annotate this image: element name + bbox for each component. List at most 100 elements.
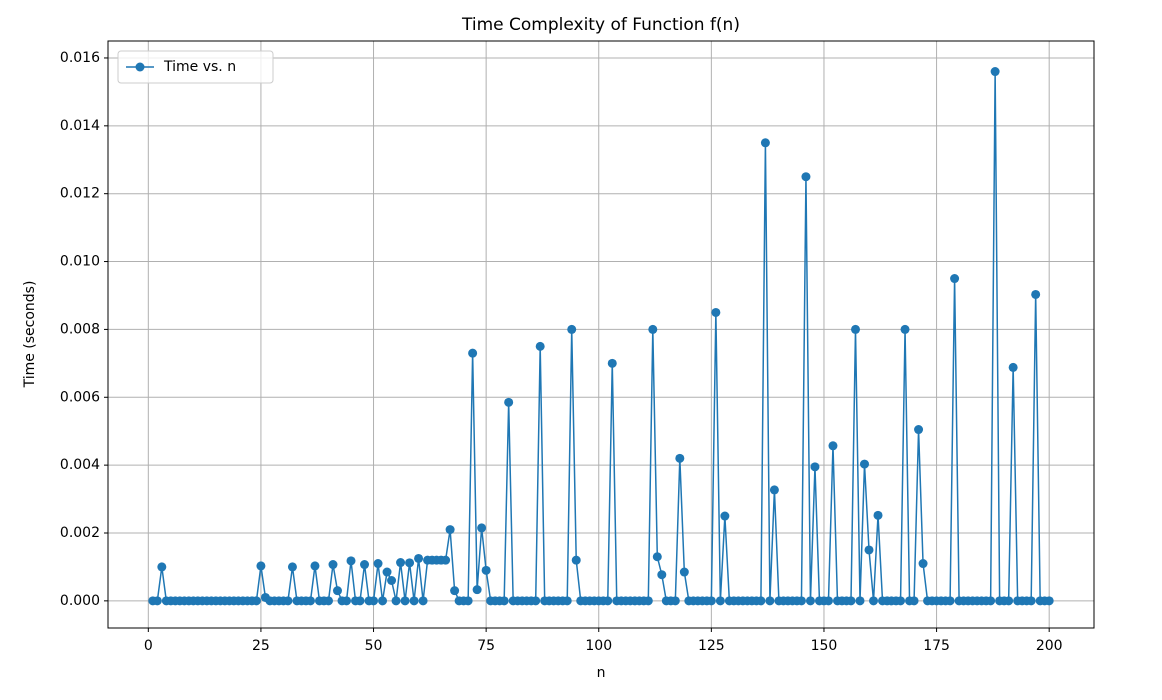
data-point <box>1026 596 1036 606</box>
data-point <box>823 596 833 606</box>
data-point <box>801 172 811 182</box>
data-point <box>441 555 451 565</box>
data-point <box>305 596 315 606</box>
data-point <box>607 358 617 368</box>
chart-title: Time Complexity of Function f(n) <box>461 15 740 35</box>
data-point <box>643 596 653 606</box>
data-point <box>287 562 297 572</box>
data-point <box>472 585 482 595</box>
x-tick-label: 25 <box>252 638 270 654</box>
x-tick-label: 50 <box>365 638 383 654</box>
data-point <box>756 596 766 606</box>
data-point <box>481 565 491 575</box>
data-point <box>251 596 261 606</box>
data-point <box>657 570 667 580</box>
data-point <box>535 341 545 351</box>
data-point <box>945 596 955 606</box>
data-point <box>1008 362 1018 372</box>
y-tick-label: 0.012 <box>60 186 100 202</box>
data-point <box>1031 289 1041 299</box>
data-point <box>679 567 689 577</box>
x-tick-label: 125 <box>698 638 725 654</box>
data-point <box>571 555 581 565</box>
data-point <box>986 596 996 606</box>
data-point <box>562 596 572 606</box>
data-point <box>400 596 410 606</box>
data-point <box>310 561 320 571</box>
legend-box <box>117 50 274 84</box>
data-point <box>675 453 685 463</box>
data-point <box>256 561 266 571</box>
data-point <box>152 596 162 606</box>
legend-label: Time vs. n <box>163 59 236 75</box>
legend-marker <box>135 62 145 72</box>
data-point <box>567 324 577 334</box>
data-point <box>369 596 379 606</box>
y-tick-label: 0.016 <box>60 50 100 66</box>
data-point <box>828 441 838 451</box>
y-tick-label: 0.004 <box>60 457 100 473</box>
data-point <box>360 560 370 570</box>
y-tick-label: 0.008 <box>60 321 100 337</box>
y-tick-label: 0.010 <box>60 254 100 270</box>
data-point <box>157 562 167 572</box>
data-point <box>652 552 662 562</box>
data-point <box>342 596 352 606</box>
data-point <box>765 596 775 606</box>
data-point <box>346 556 356 566</box>
x-tick-label: 150 <box>811 638 838 654</box>
data-point <box>990 67 1000 77</box>
data-point <box>711 307 721 317</box>
data-point <box>603 596 613 606</box>
data-point <box>810 462 820 472</box>
data-point <box>382 567 392 577</box>
data-point <box>499 596 509 606</box>
data-point <box>918 559 928 569</box>
data-point <box>405 558 415 568</box>
data-point <box>720 511 730 521</box>
data-point <box>670 596 680 606</box>
data-point <box>648 324 658 334</box>
data-point <box>504 397 514 407</box>
x-tick-label: 0 <box>144 638 153 654</box>
x-tick-label: 75 <box>477 638 495 654</box>
data-point <box>860 459 870 469</box>
data-point <box>873 510 883 520</box>
data-point <box>900 324 910 334</box>
data-point <box>864 545 874 555</box>
data-point <box>355 596 365 606</box>
y-tick-label: 0.014 <box>60 118 100 134</box>
data-point <box>391 596 401 606</box>
data-point <box>378 596 388 606</box>
data-point <box>332 586 342 596</box>
data-point <box>950 274 960 284</box>
data-point <box>477 523 487 533</box>
data-point <box>855 596 865 606</box>
y-tick-label: 0.006 <box>60 389 100 405</box>
data-point <box>531 596 541 606</box>
data-point <box>323 596 333 606</box>
data-line <box>152 71 1050 602</box>
data-point <box>706 596 716 606</box>
data-point <box>769 485 779 495</box>
data-point <box>418 596 428 606</box>
data-point <box>896 596 906 606</box>
data-point <box>1004 596 1014 606</box>
data-point <box>373 559 383 569</box>
data-point <box>715 596 725 606</box>
data-point <box>463 596 473 606</box>
plot-frame <box>107 40 1095 629</box>
data-point <box>387 575 397 585</box>
data-point <box>1044 596 1054 606</box>
data-point <box>914 425 924 435</box>
data-point <box>409 596 419 606</box>
data-point <box>805 596 815 606</box>
y-axis-label: Time (seconds) <box>22 281 38 389</box>
data-point <box>445 525 455 535</box>
data-point <box>414 553 424 563</box>
data-point <box>450 586 460 596</box>
y-tick-label: 0.002 <box>60 525 100 541</box>
data-point <box>468 348 478 358</box>
data-point <box>328 560 338 570</box>
